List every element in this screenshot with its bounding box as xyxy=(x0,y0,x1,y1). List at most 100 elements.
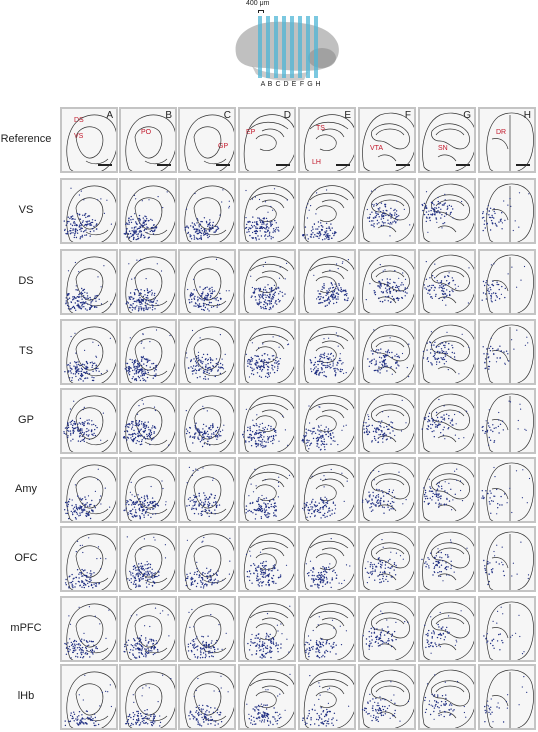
region-label-dr: DR xyxy=(496,129,507,136)
coronal-section xyxy=(421,531,474,590)
coronal-section xyxy=(63,395,116,452)
panel-ofc-b xyxy=(119,526,177,592)
labeled-cells xyxy=(246,673,291,726)
scale-bar xyxy=(456,164,470,166)
panel-ofc-d xyxy=(238,526,296,592)
panel-vs-h xyxy=(478,178,536,244)
panel-vs-a xyxy=(60,178,118,244)
slice-letter-f: F xyxy=(299,81,305,88)
scale-bar xyxy=(98,164,112,166)
panel-reference-a: DS VS A xyxy=(60,107,118,173)
labeled-cells xyxy=(244,188,288,241)
coronal-section xyxy=(184,256,234,313)
labeled-cells xyxy=(184,536,231,589)
slice-plane-g xyxy=(306,16,310,78)
panel-lhb-e xyxy=(298,664,356,730)
coronal-section xyxy=(122,395,175,452)
panel-lhb-h xyxy=(478,664,536,730)
coronal-section xyxy=(243,185,294,242)
labeled-cells xyxy=(64,537,107,589)
coronal-section xyxy=(184,533,234,590)
panel-vs-d xyxy=(238,178,296,244)
row-label-ds: DS xyxy=(18,275,34,287)
column-letter-h: H xyxy=(523,110,531,121)
coronal-section xyxy=(422,462,474,521)
labeled-cells xyxy=(302,675,350,727)
coronal-section xyxy=(184,114,234,171)
coronal-section xyxy=(243,256,294,313)
coronal-section xyxy=(362,531,414,590)
panel-ds-g xyxy=(418,249,476,315)
labeled-cells xyxy=(481,400,527,446)
panel-ofc-h xyxy=(478,526,536,592)
panel-ds-c xyxy=(178,249,236,315)
panel-lhb-a xyxy=(60,664,118,730)
labeled-cells xyxy=(184,189,230,241)
panel-ts-h xyxy=(478,319,536,385)
panel-gp-e xyxy=(298,388,356,454)
labeled-cells xyxy=(302,468,348,519)
labeled-cells xyxy=(421,539,468,582)
labeled-cells xyxy=(245,335,290,379)
coronal-section xyxy=(481,393,534,452)
coronal-section xyxy=(481,462,534,521)
panel-amy-d xyxy=(238,457,296,523)
coronal-section xyxy=(124,326,175,383)
labeled-cells xyxy=(126,536,167,588)
coronal-section xyxy=(66,114,116,171)
row-label-ts: TS xyxy=(18,345,34,357)
labeled-cells xyxy=(361,681,410,723)
panel-reference-c: GP C xyxy=(178,107,236,173)
labeled-cells xyxy=(364,539,404,584)
slice-letter-a: A xyxy=(260,81,266,88)
labeled-cells xyxy=(123,480,167,520)
coronal-section xyxy=(422,669,474,728)
labeled-cells xyxy=(483,606,525,655)
coronal-section xyxy=(184,603,234,660)
coronal-section xyxy=(421,393,474,452)
coronal-section xyxy=(64,326,116,383)
slice-plane-h xyxy=(314,16,318,78)
coronal-section xyxy=(64,533,116,590)
scale-bar xyxy=(157,164,171,166)
coronal-section xyxy=(483,601,534,660)
labeled-cells xyxy=(247,605,291,659)
region-label-ts: TS xyxy=(316,125,325,132)
row-label-lhb: lHb xyxy=(17,690,35,702)
coronal-section xyxy=(64,671,116,728)
column-letter-g: G xyxy=(463,110,471,121)
panel-lhb-d xyxy=(238,664,296,730)
labeled-cells xyxy=(423,261,470,306)
scale-bar xyxy=(336,164,350,166)
labeled-cells xyxy=(64,468,111,520)
labeled-cells xyxy=(365,264,409,303)
region-label-ds: DS xyxy=(74,117,84,124)
coronal-section xyxy=(64,464,116,521)
labeled-cells xyxy=(367,329,410,378)
region-label-sn: SN xyxy=(438,145,448,152)
coronal-section xyxy=(243,464,294,521)
region-label-vs: VS xyxy=(74,133,84,140)
coronal-section xyxy=(302,185,354,242)
row-label-ofc: OFC xyxy=(14,552,38,564)
coronal-section xyxy=(482,324,534,383)
panel-mpfc-g xyxy=(418,596,476,662)
coronal-section xyxy=(303,533,354,590)
coronal-section xyxy=(123,603,175,660)
coronal-section xyxy=(362,183,414,242)
coronal-section xyxy=(184,326,234,383)
labeled-cells xyxy=(423,468,464,511)
labeled-cells xyxy=(63,187,112,240)
scale-bar xyxy=(516,164,530,166)
column-letter-e: E xyxy=(344,110,351,121)
labeled-cells xyxy=(424,674,467,720)
panel-vs-c xyxy=(178,178,236,244)
coronal-section xyxy=(184,671,234,728)
coronal-section xyxy=(243,603,294,660)
labeled-cells xyxy=(304,616,347,659)
panel-mpfc-a xyxy=(60,596,118,662)
coronal-section xyxy=(361,462,414,521)
panel-reference-h: DR H xyxy=(478,107,536,173)
coronal-section xyxy=(301,395,354,452)
